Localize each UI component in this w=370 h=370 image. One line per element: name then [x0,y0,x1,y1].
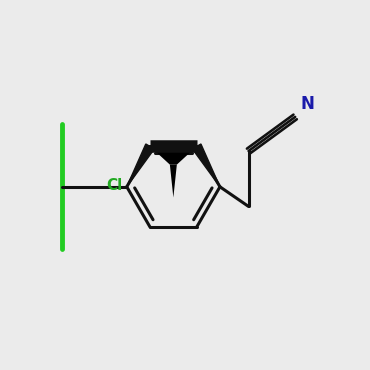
Text: N: N [300,95,314,113]
Polygon shape [127,144,154,187]
Polygon shape [170,165,177,198]
Polygon shape [192,144,220,187]
Polygon shape [150,147,196,165]
Text: Cl: Cl [106,178,122,194]
